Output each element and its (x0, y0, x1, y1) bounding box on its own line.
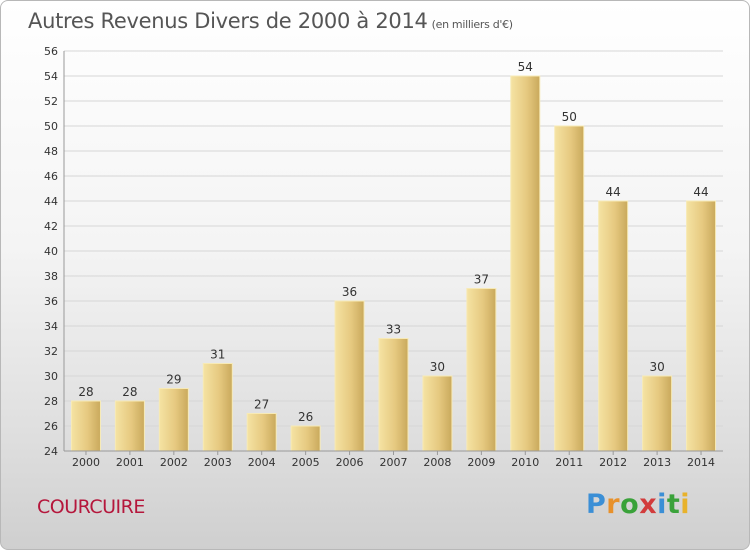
bar (246, 413, 277, 452)
bar (158, 388, 189, 452)
y-tick-label: 38 (44, 270, 58, 283)
bar (642, 375, 673, 452)
bar-value-label: 50 (562, 110, 577, 124)
y-tick-label: 36 (44, 295, 58, 308)
y-tick-label: 50 (44, 120, 58, 133)
y-tick-label: 28 (44, 395, 58, 408)
y-tick-label: 32 (44, 345, 58, 358)
bar (202, 363, 233, 452)
bar-value-label: 28 (122, 385, 137, 399)
bar (70, 400, 101, 452)
bar-value-label: 26 (298, 410, 313, 424)
bar-value-label: 28 (78, 385, 93, 399)
title-text: Autres Revenus Divers de 2000 à 2014 (28, 9, 428, 33)
bar-value-label: 30 (649, 360, 664, 374)
bar (422, 375, 453, 452)
y-tick-label: 26 (44, 420, 58, 433)
bar-value-label: 29 (166, 373, 181, 387)
y-tick-label: 42 (44, 220, 58, 233)
y-tick-label: 44 (44, 195, 58, 208)
unit-label: (en milliers d'€) (431, 18, 513, 31)
y-tick-label: 46 (44, 170, 58, 183)
bar-value-label: 30 (430, 360, 445, 374)
town-name: COURCUIRE (37, 496, 145, 518)
y-tick-label: 30 (44, 370, 58, 383)
bar (290, 425, 321, 452)
bar-value-label: 37 (474, 273, 489, 287)
x-tick-label: 2013 (643, 456, 671, 469)
x-tick-label: 2011 (555, 456, 583, 469)
x-tick-label: 2002 (160, 456, 188, 469)
y-tick-label: 54 (44, 70, 58, 83)
y-tick-label: 40 (44, 245, 58, 258)
x-tick-label: 2009 (467, 456, 495, 469)
y-tick-label: 56 (44, 45, 58, 58)
y-axis: 24 26 28 30 32 34 36 38 40 42 44 46 48 50 52 54 56 (44, 45, 65, 458)
bar (114, 400, 145, 452)
y-tick-label: 48 (44, 145, 58, 158)
x-tick-label: 2006 (336, 456, 364, 469)
y-tick-label: 24 (44, 445, 58, 458)
bar (686, 200, 717, 452)
bar (598, 200, 629, 452)
bar-value-label: 54 (518, 60, 533, 74)
y-tick-label: 52 (44, 95, 58, 108)
x-tick-label: 2000 (72, 456, 100, 469)
bars: 28 28 29 31 27 26 36 33 30 37 54 50 44 30 44 (70, 60, 717, 452)
x-axis: 2000 2001 2002 2003 2004 2005 2006 2007 2008 2009… (64, 450, 723, 469)
x-tick-label: 2012 (599, 456, 627, 469)
x-tick-label: 2008 (423, 456, 451, 469)
bar-value-label: 44 (606, 185, 621, 199)
x-tick-label: 2001 (116, 456, 144, 469)
x-tick-label: 2010 (511, 456, 539, 469)
x-tick-label: 2007 (380, 456, 408, 469)
bar (554, 125, 585, 452)
bar (378, 338, 409, 452)
x-tick-label: 2003 (204, 456, 232, 469)
bar (334, 300, 365, 452)
bar-value-label: 27 (254, 398, 269, 412)
proxiti-logo: Proxiti (586, 489, 691, 520)
x-tick-label: 2005 (292, 456, 320, 469)
bar-value-label: 44 (693, 185, 708, 199)
bar-value-label: 33 (386, 323, 401, 337)
bar (466, 288, 497, 452)
bar-value-label: 31 (210, 348, 225, 362)
y-tick-label: 34 (44, 320, 58, 333)
x-tick-label: 2004 (248, 456, 276, 469)
x-tick-label: 2014 (687, 456, 715, 469)
bar (510, 75, 541, 452)
chart-title: Autres Revenus Divers de 2000 à 2014 (en … (28, 9, 513, 33)
bar-value-label: 36 (342, 285, 357, 299)
